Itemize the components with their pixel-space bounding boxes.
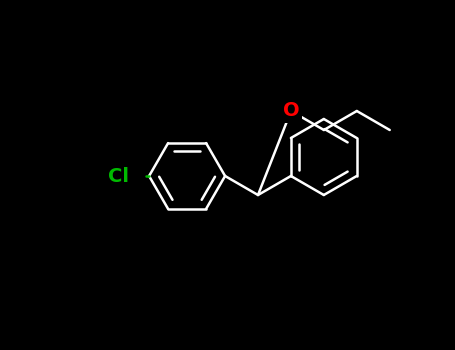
Text: O: O bbox=[283, 102, 299, 120]
Text: Cl: Cl bbox=[108, 167, 129, 186]
